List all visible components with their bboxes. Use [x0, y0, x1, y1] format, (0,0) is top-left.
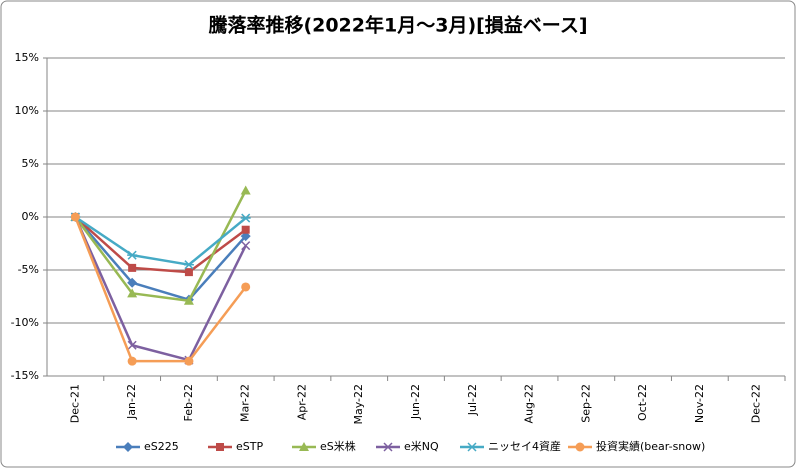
marker	[241, 282, 251, 292]
y-tick-label: -15%	[11, 369, 39, 382]
marker	[127, 356, 137, 366]
legend-label: e米NQ	[404, 440, 439, 453]
series-line	[74, 215, 247, 266]
x-tick-label: Jul-22	[466, 384, 479, 416]
marker	[183, 260, 194, 270]
y-tick-label: -10%	[11, 316, 39, 329]
marker	[127, 277, 138, 288]
legend-label: eSTP	[236, 440, 263, 453]
legend-label: eS225	[144, 440, 179, 453]
x-tick-label: Apr-22	[295, 384, 308, 420]
marker	[575, 442, 585, 452]
x-tick-label: Feb-22	[182, 384, 195, 421]
marker	[184, 356, 194, 366]
marker	[184, 268, 193, 277]
marker	[241, 225, 250, 234]
y-tick-label: 10%	[15, 104, 39, 117]
marker	[467, 442, 477, 452]
marker	[383, 442, 393, 452]
x-tick-label: Mar-22	[239, 384, 252, 422]
x-tick-label: Dec-22	[750, 384, 763, 423]
series-line	[74, 216, 247, 362]
legend-label: eS米株	[320, 439, 356, 453]
x-tick-label: Dec-21	[68, 384, 81, 423]
x-tick-label: Jan-22	[125, 384, 138, 420]
y-tick-label: 0%	[22, 210, 39, 223]
series-line	[74, 189, 247, 302]
x-tick-label: Aug-22	[523, 384, 536, 423]
marker	[183, 295, 194, 305]
x-tick-label: Jun-22	[409, 384, 422, 420]
x-tick-label: Oct-22	[636, 384, 649, 421]
chart-title: 騰落率推移(2022年1月～3月)[損益ベース]	[207, 14, 587, 37]
marker	[127, 288, 138, 298]
series-line	[74, 216, 247, 363]
x-tick-label: Nov-22	[693, 384, 706, 423]
marker	[240, 185, 251, 195]
x-tick-label: May-22	[352, 384, 365, 425]
x-tick-label: Sep-22	[579, 384, 592, 423]
marker	[241, 241, 251, 251]
legend-label: ニッセイ4資産	[488, 440, 561, 453]
y-tick-label: -5%	[18, 263, 39, 276]
series-line	[74, 216, 247, 301]
marker	[299, 442, 309, 451]
series-line	[74, 216, 247, 274]
marker	[128, 263, 137, 272]
legend-label: 投資実績(bear-snow)	[596, 439, 705, 453]
marker	[216, 443, 224, 451]
marker	[123, 442, 133, 452]
y-tick-label: 15%	[15, 51, 39, 64]
marker	[127, 250, 138, 260]
marker	[127, 340, 137, 350]
marker	[70, 212, 80, 222]
marker	[240, 213, 251, 223]
y-tick-label: 5%	[22, 157, 39, 170]
